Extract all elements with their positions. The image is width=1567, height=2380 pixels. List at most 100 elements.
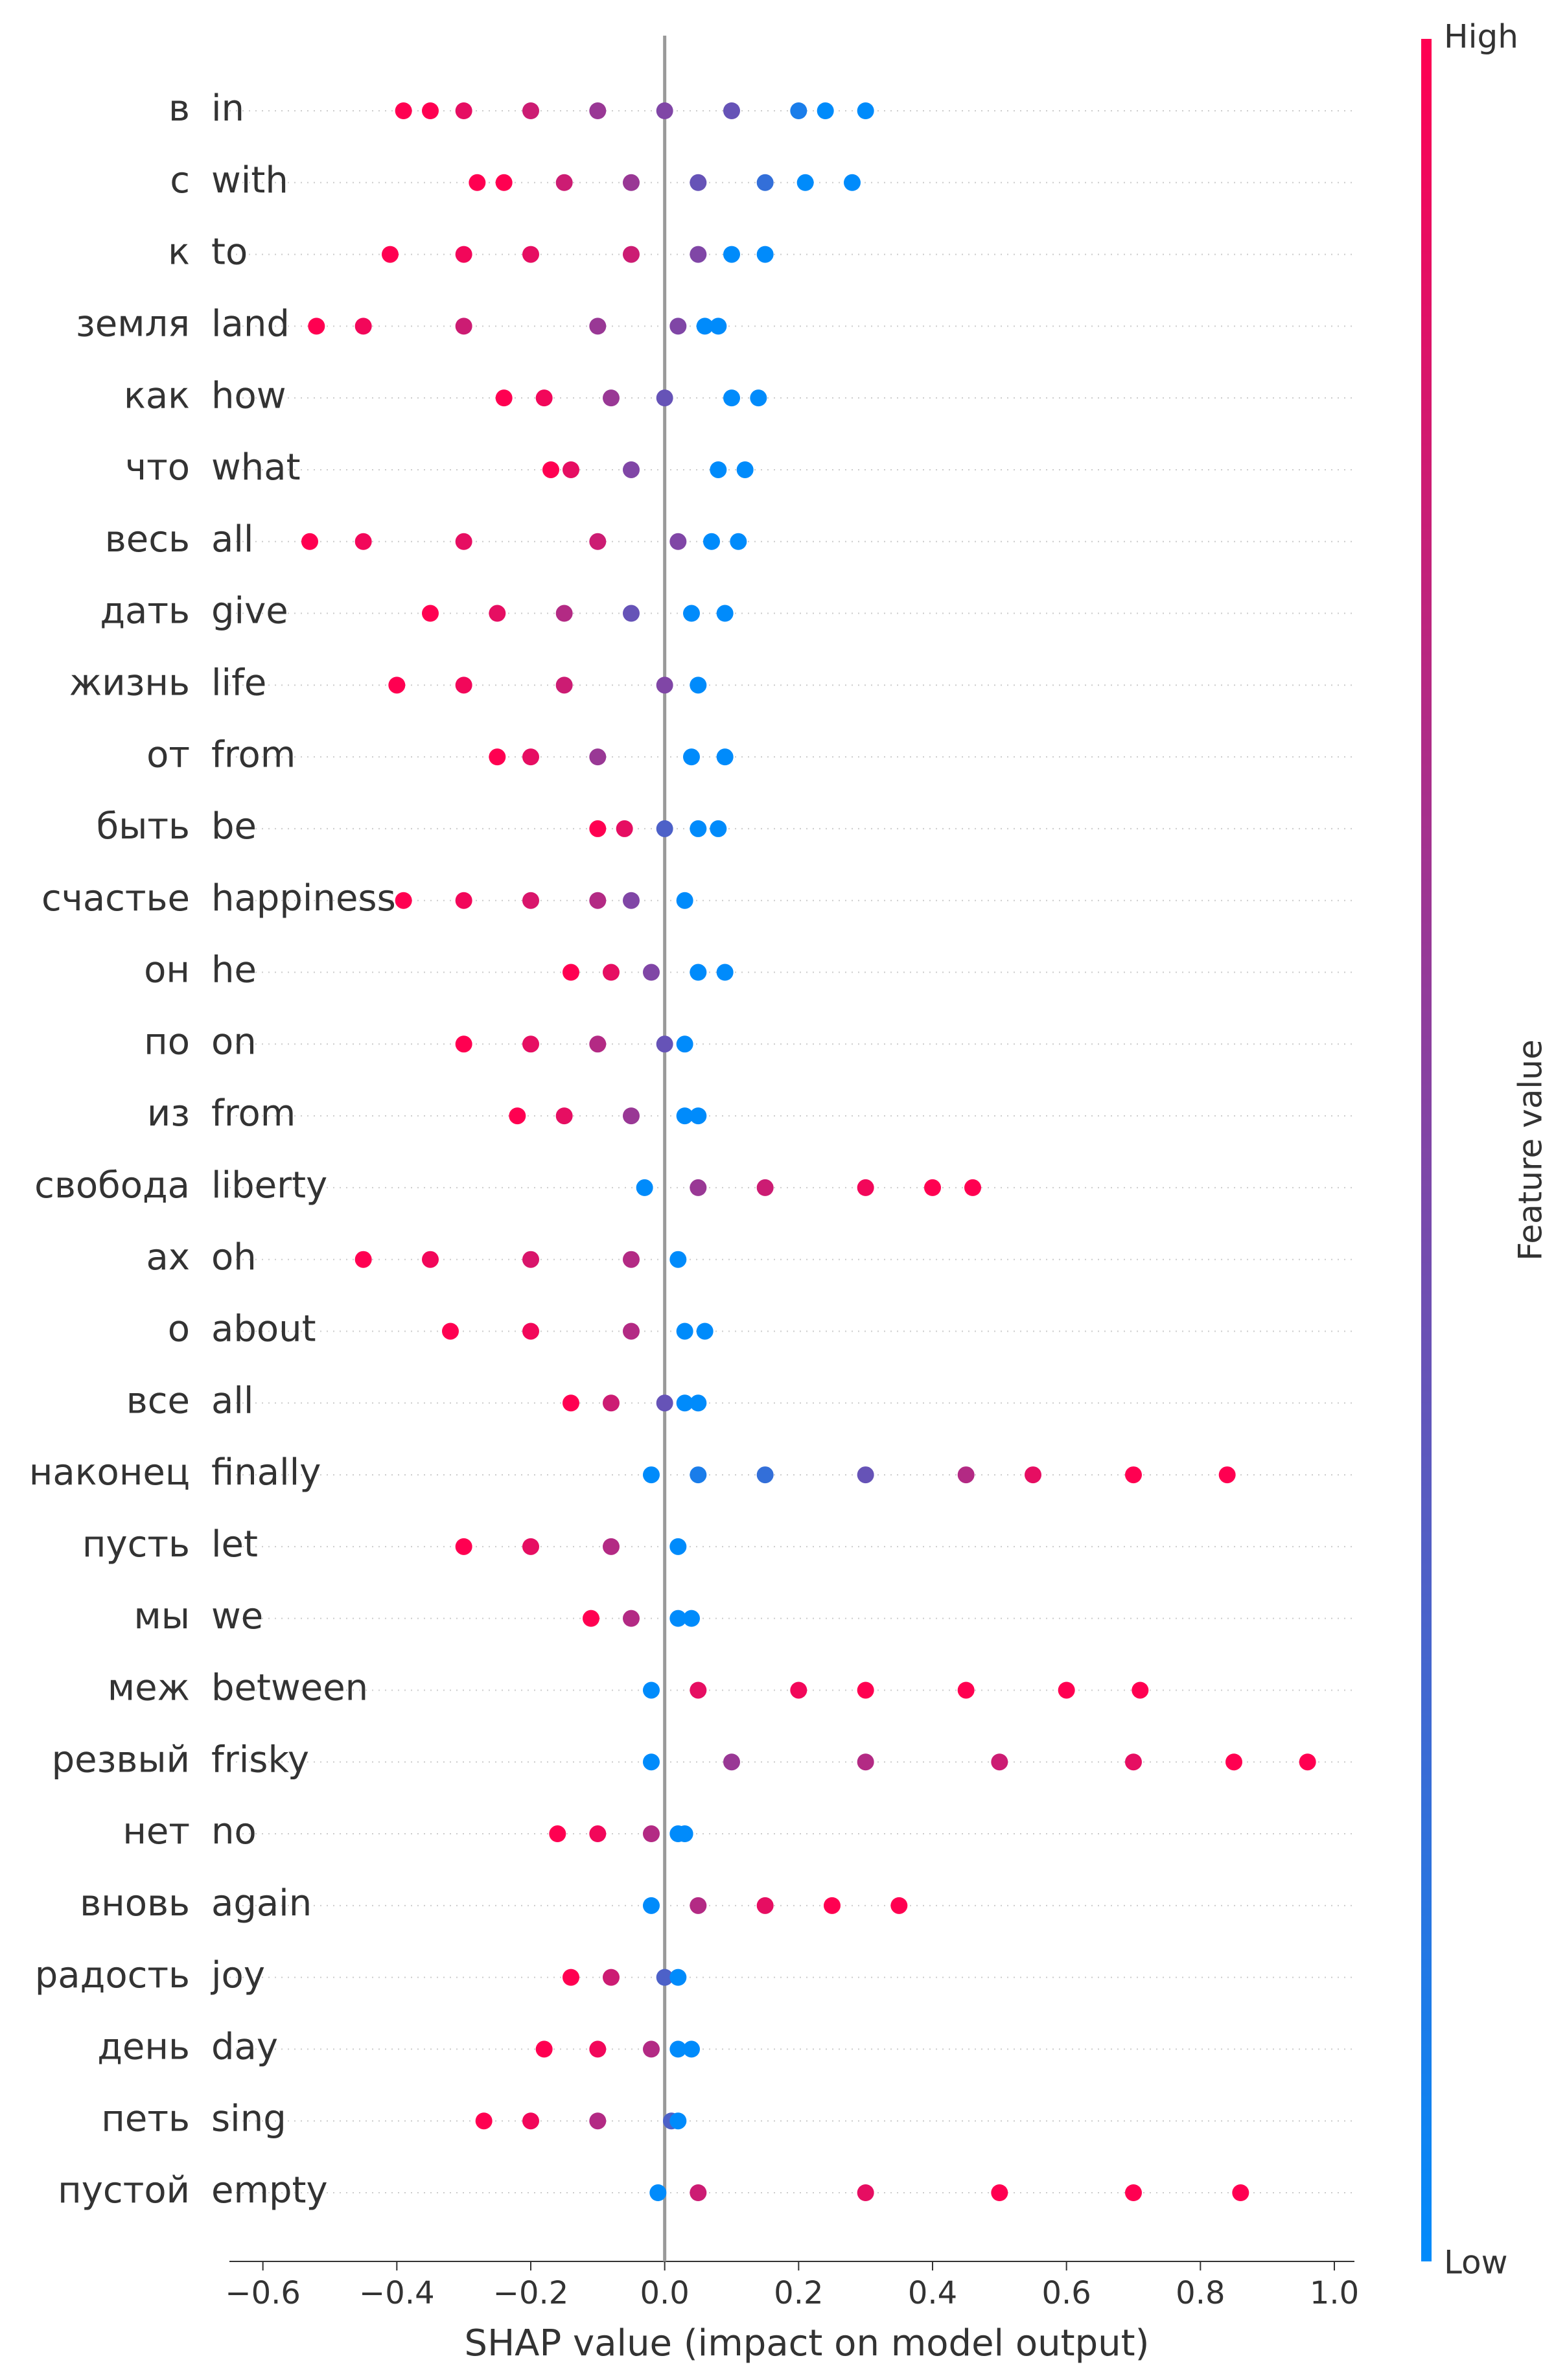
row-label: меж <box>108 1667 190 1709</box>
point <box>736 461 754 478</box>
point <box>489 605 506 622</box>
point <box>750 389 767 407</box>
point <box>455 1035 472 1053</box>
point <box>656 389 673 407</box>
point <box>656 676 673 694</box>
point <box>669 1251 687 1268</box>
row-translation: to <box>211 231 248 273</box>
point <box>669 2040 687 2058</box>
point <box>603 964 620 981</box>
row-label: свобода <box>34 1164 190 1207</box>
point <box>455 1538 472 1555</box>
row-label: петь <box>101 2097 190 2140</box>
point <box>690 246 707 263</box>
point <box>857 1753 874 1771</box>
point <box>509 1107 526 1125</box>
point <box>308 318 325 335</box>
point <box>589 2040 607 2058</box>
row-translation: no <box>211 1810 257 1853</box>
point <box>522 2112 539 2130</box>
row-translation: again <box>211 1882 312 1924</box>
point <box>643 1897 660 1914</box>
row-translation: joy <box>210 1954 265 1996</box>
point <box>710 820 727 837</box>
point <box>455 533 472 550</box>
point <box>422 102 439 119</box>
point <box>716 964 734 981</box>
point <box>1025 1466 1041 1484</box>
colorbar-label: Feature value <box>1512 1039 1550 1260</box>
point <box>455 102 472 119</box>
point <box>723 1753 740 1771</box>
point <box>475 2112 493 2130</box>
point <box>857 2184 874 2201</box>
point <box>690 964 707 981</box>
point <box>817 102 834 119</box>
point <box>442 1323 459 1340</box>
row-label: пустой <box>58 2169 190 2212</box>
colorbar-low: Low <box>1444 2244 1507 2282</box>
point <box>656 1969 673 1986</box>
point <box>301 533 318 550</box>
row-label: дать <box>100 590 190 632</box>
point <box>589 533 607 550</box>
point <box>555 605 573 622</box>
row-label: мы <box>134 1595 190 1637</box>
point <box>723 246 740 263</box>
point <box>756 1466 774 1484</box>
point <box>388 676 406 694</box>
point <box>656 1394 673 1412</box>
row-translation: oh <box>211 1236 257 1278</box>
point <box>756 1897 774 1914</box>
point <box>542 461 559 478</box>
point <box>690 820 707 837</box>
point <box>690 1897 707 1914</box>
row-translation: on <box>211 1021 257 1063</box>
point <box>643 1466 660 1484</box>
row-label: пусть <box>82 1523 190 1565</box>
point <box>690 1681 707 1699</box>
row-translation: all <box>211 1380 253 1422</box>
point <box>603 389 620 407</box>
point <box>589 318 607 335</box>
point <box>563 1969 579 1986</box>
point <box>616 820 633 837</box>
x-tick-label: 0.6 <box>1041 2275 1091 2311</box>
point <box>522 1323 539 1340</box>
point <box>603 1394 620 1412</box>
point <box>676 1825 693 1843</box>
row-translation: frisky <box>211 1739 309 1781</box>
row-label: в <box>168 87 190 130</box>
row-label: радость <box>35 1954 190 1996</box>
point <box>354 533 372 550</box>
point <box>583 1610 599 1627</box>
row-translation: with <box>211 159 288 202</box>
row-translation: from <box>211 734 296 776</box>
point <box>589 1035 607 1053</box>
point <box>549 1825 566 1843</box>
row-translation: about <box>211 1308 316 1350</box>
point <box>683 748 700 766</box>
point <box>690 1394 707 1412</box>
point <box>716 605 734 622</box>
point <box>623 174 640 191</box>
point <box>1299 1753 1316 1771</box>
point <box>1058 1681 1075 1699</box>
row-label: с <box>170 159 190 202</box>
row-label: о <box>168 1308 190 1350</box>
point <box>683 2040 700 2058</box>
row-label: что <box>125 446 190 489</box>
point <box>555 1107 573 1125</box>
point <box>1125 1466 1142 1484</box>
point <box>455 318 472 335</box>
row-translation: from <box>211 1092 296 1135</box>
point <box>991 1753 1008 1771</box>
row-label: от <box>146 734 190 776</box>
colorbar-high: High <box>1444 18 1518 56</box>
point <box>756 1179 774 1196</box>
point <box>623 246 640 263</box>
row-label: земля <box>76 303 190 345</box>
point <box>957 1466 975 1484</box>
point <box>669 2112 687 2130</box>
